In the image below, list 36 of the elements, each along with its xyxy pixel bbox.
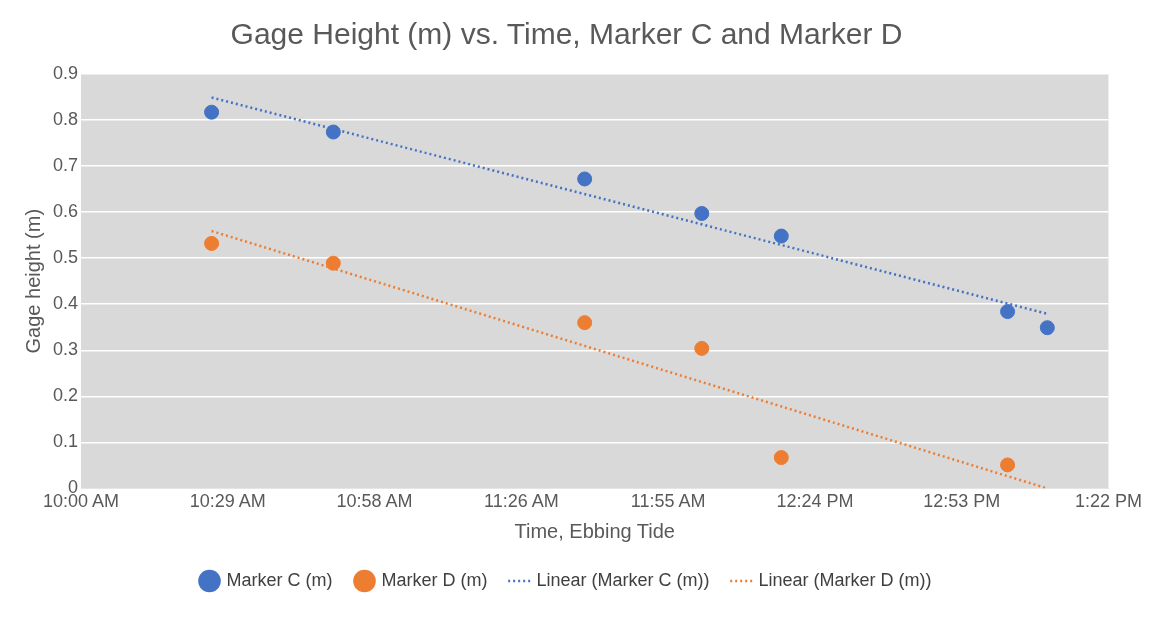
point bbox=[204, 235, 220, 251]
x-tick-label: 11:55 AM bbox=[630, 491, 706, 512]
x-tick-label: 12:53 PM bbox=[923, 491, 1001, 512]
x-tick-label: 11:26 AM bbox=[484, 491, 559, 512]
y-tick-label: 0.8 bbox=[52, 109, 79, 130]
point bbox=[1000, 457, 1016, 473]
x-tick-label: 12:24 PM bbox=[776, 491, 854, 512]
x-tick-label: 10:58 AM bbox=[336, 491, 413, 512]
point bbox=[577, 171, 593, 187]
x-tick-label: 1:22 PM bbox=[1074, 491, 1143, 512]
point bbox=[694, 206, 710, 222]
y-tick-label: 0.6 bbox=[52, 201, 79, 222]
y-tick-label: 0.2 bbox=[52, 385, 79, 406]
legend-label: Marker C (m) bbox=[226, 569, 333, 590]
point bbox=[1000, 304, 1016, 320]
x-tick-label: 10:29 AM bbox=[189, 491, 266, 512]
y-tick-label: 0.3 bbox=[52, 339, 79, 360]
point bbox=[325, 124, 341, 140]
point bbox=[773, 450, 789, 466]
y-tick-label: 0.9 bbox=[52, 62, 79, 83]
legend-label: Linear (Marker D (m)) bbox=[758, 569, 932, 590]
y-tick-label: 0.7 bbox=[52, 155, 79, 176]
x-axis-title: Time, Ebbing Tide bbox=[514, 519, 675, 542]
point bbox=[325, 255, 341, 271]
legend-label: Marker D (m) bbox=[381, 569, 488, 590]
point bbox=[1039, 320, 1055, 336]
point bbox=[204, 104, 220, 120]
legend-label: Linear (Marker C (m)) bbox=[536, 569, 710, 590]
point bbox=[773, 228, 789, 244]
chart-title: Gage Height (m) vs. Time, Marker C and Marker D bbox=[230, 17, 903, 51]
point bbox=[577, 315, 593, 331]
y-tick-label: 0.1 bbox=[52, 431, 79, 452]
y-axis-title: Gage height (m) bbox=[21, 208, 44, 354]
y-tick-label: 0.5 bbox=[52, 247, 79, 268]
y-tick-label: 0.4 bbox=[52, 293, 79, 314]
point bbox=[694, 340, 710, 356]
